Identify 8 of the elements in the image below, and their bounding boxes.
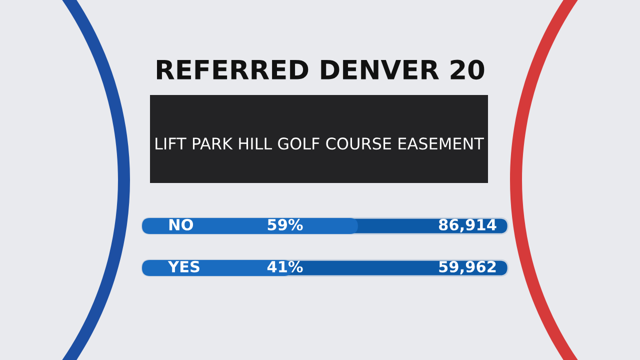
data-label: 59,962 bbox=[439, 260, 496, 274]
data-label: 86,914 bbox=[438, 218, 496, 232]
text: REFERRED DENVER 20 bbox=[156, 60, 484, 80]
data-label: 59% bbox=[268, 218, 303, 230]
category-label: NO bbox=[169, 218, 194, 230]
text: LIFT PARK HILL GOLF COURSE EASEMENT bbox=[156, 138, 484, 150]
data-label: 41% bbox=[267, 260, 303, 272]
category-label: YES bbox=[168, 260, 200, 272]
